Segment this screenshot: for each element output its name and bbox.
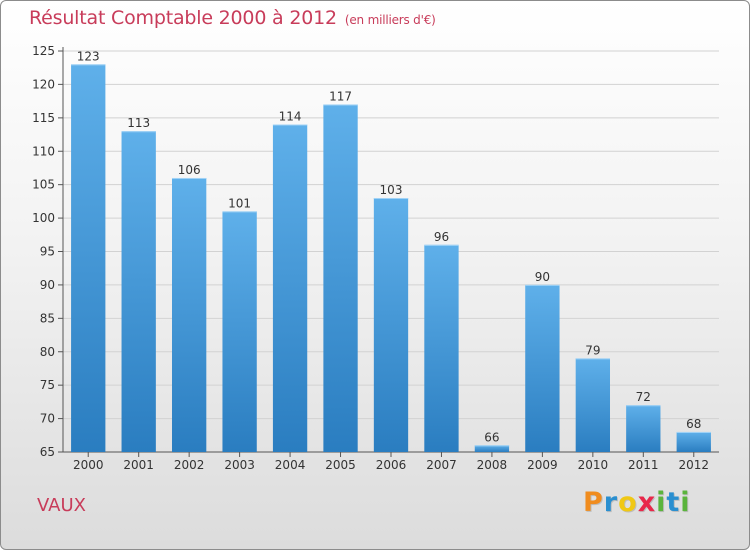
chart-title: Résultat Comptable 2000 à 2012 (en millie… xyxy=(29,7,436,29)
logo-letter: r xyxy=(603,487,619,518)
y-tick-label: 105 xyxy=(32,178,55,192)
y-tick-label: 70 xyxy=(40,412,55,426)
x-tick-label: 2011 xyxy=(628,458,659,472)
y-tick-label: 110 xyxy=(32,144,55,158)
x-tick-label: 2002 xyxy=(174,458,205,472)
x-tick-label: 2010 xyxy=(578,458,609,472)
bars xyxy=(71,64,711,453)
y-tick-label: 65 xyxy=(40,445,55,459)
data-label: 117 xyxy=(329,89,352,103)
chart-unit: (en milliers d'€) xyxy=(344,13,436,27)
bar xyxy=(71,64,106,452)
bar xyxy=(121,131,156,452)
bar xyxy=(676,431,711,452)
logo-letter: o xyxy=(618,487,638,518)
y-tick-label: 95 xyxy=(40,245,55,259)
x-tick-label: 2012 xyxy=(678,458,709,472)
x-tick-label: 2008 xyxy=(477,458,508,472)
y-tick-label: 75 xyxy=(40,378,55,392)
data-label: 68 xyxy=(686,417,701,431)
x-tick-label: 2004 xyxy=(275,458,306,472)
data-label: 123 xyxy=(77,49,100,63)
commune-name: VAUX xyxy=(37,495,86,516)
y-tick-label: 115 xyxy=(32,111,55,125)
bar xyxy=(474,445,510,452)
chart-title-text: Résultat Comptable 2000 à 2012 xyxy=(29,7,337,29)
y-tick-label: 125 xyxy=(32,44,55,58)
data-label: 114 xyxy=(279,110,302,124)
data-label: 79 xyxy=(585,343,600,357)
bar xyxy=(222,211,257,452)
bar xyxy=(323,104,358,452)
logo-letter: P xyxy=(583,487,604,518)
x-tick-label: 2003 xyxy=(224,458,255,472)
logo-letter: t xyxy=(666,487,681,518)
logo-letter: i xyxy=(656,487,667,518)
bar xyxy=(424,244,459,452)
x-tick-label: 2009 xyxy=(527,458,558,472)
x-tick-label: 2007 xyxy=(426,458,457,472)
data-label: 72 xyxy=(636,390,651,404)
y-tick-label: 80 xyxy=(40,345,55,359)
proxiti-logo: Proxiti xyxy=(583,487,691,518)
data-label: 96 xyxy=(434,230,449,244)
data-label: 113 xyxy=(127,116,150,130)
bar xyxy=(575,358,611,452)
data-label: 101 xyxy=(228,196,251,210)
logo-letter: x xyxy=(637,487,657,518)
data-label: 106 xyxy=(178,163,201,177)
y-tick-label: 120 xyxy=(32,77,55,91)
bar xyxy=(626,405,661,452)
logo-letter: i xyxy=(680,487,691,518)
bar xyxy=(171,177,207,452)
data-label: 103 xyxy=(380,183,403,197)
x-tick-label: 2001 xyxy=(123,458,154,472)
data-label: 66 xyxy=(484,430,499,444)
y-tick-label: 85 xyxy=(40,311,55,325)
y-tick-label: 90 xyxy=(40,278,55,292)
labels: 65 70 75 80 85 90 95 100 105 110 115 120 125 123 2000 1… xyxy=(32,44,709,472)
bar xyxy=(525,284,560,452)
data-label: 90 xyxy=(535,270,550,284)
bar xyxy=(272,124,308,453)
x-tick-label: 2006 xyxy=(376,458,407,472)
x-tick-label: 2005 xyxy=(325,458,356,472)
bar xyxy=(373,198,409,452)
x-tick-label: 2000 xyxy=(73,458,104,472)
y-tick-label: 100 xyxy=(32,211,55,225)
